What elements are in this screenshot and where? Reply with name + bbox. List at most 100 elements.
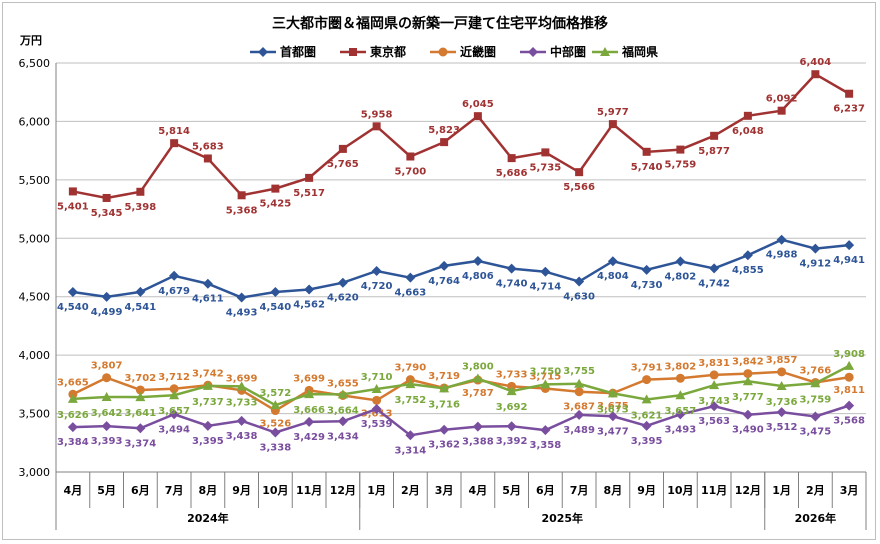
data-point [270, 400, 281, 410]
data-point [371, 384, 382, 394]
data-point [844, 360, 855, 370]
data-label: 3,657 [158, 406, 190, 417]
x-tick-label: 3月 [840, 484, 859, 497]
x-tick-label: 8月 [604, 484, 623, 497]
data-label: 5,814 [158, 126, 190, 137]
data-point [136, 187, 145, 196]
y-tick-label: 5,000 [19, 232, 51, 245]
legend-label: 近畿圏 [460, 44, 496, 59]
data-label: 5,977 [597, 107, 629, 118]
data-point [202, 278, 213, 289]
data-label: 3,699 [293, 373, 325, 384]
data-label: 3,665 [57, 377, 89, 388]
x-tick-label: 9月 [232, 484, 251, 497]
data-label: 5,823 [428, 125, 460, 136]
data-label: 3,857 [766, 355, 798, 366]
data-point [675, 409, 686, 420]
data-label: 3,687 [563, 402, 595, 413]
data-point [506, 263, 517, 274]
data-label: 3,568 [833, 416, 865, 427]
data-point [675, 373, 685, 383]
x-tick-label: 4月 [64, 484, 83, 497]
data-point [405, 272, 416, 283]
data-label: 3,755 [563, 366, 595, 377]
data-label: 3,493 [665, 424, 697, 435]
data-point [844, 400, 855, 411]
data-label: 3,490 [732, 425, 764, 436]
data-point [271, 184, 280, 193]
data-label: 4,620 [327, 293, 359, 304]
data-label: 5,398 [125, 202, 157, 213]
data-label: 4,941 [833, 255, 865, 266]
data-point [642, 147, 651, 156]
data-label: 4,679 [158, 286, 190, 297]
data-point [338, 144, 347, 153]
data-label: 3,807 [91, 361, 123, 372]
data-label: 3,777 [732, 392, 764, 403]
data-point [608, 120, 617, 129]
y-axis-ticks: 3,000 3,500 4,000 4,500 5,000 5,500 6,000 6,500 [19, 57, 51, 479]
data-label: 3,655 [327, 378, 359, 389]
data-point [371, 404, 382, 415]
data-point [810, 411, 821, 422]
data-label: 3,811 [833, 385, 865, 396]
data-point [304, 284, 315, 295]
data-label: 3,664 [327, 405, 359, 416]
data-point [102, 373, 112, 383]
data-label: 3,374 [125, 438, 157, 449]
legend-label: 中部圏 [550, 44, 586, 59]
data-point [742, 250, 753, 261]
data-point [607, 388, 618, 398]
data-label: 3,621 [631, 410, 663, 421]
y-tick-label: 5,500 [19, 174, 51, 187]
year-label: 2024年 [187, 511, 229, 525]
legend: 首都圏 東京都 近畿圏 中部圏 福岡県 [250, 44, 658, 59]
data-label: 3,563 [698, 416, 730, 427]
data-point [170, 139, 179, 148]
y-tick-label: 6,000 [19, 115, 51, 128]
legend-item: 首都圏 [250, 44, 316, 59]
data-point [169, 384, 179, 394]
data-label: 3,800 [462, 362, 494, 373]
data-point [575, 168, 584, 177]
data-point [507, 154, 516, 163]
data-label: 5,686 [496, 168, 528, 179]
data-label: 3,438 [226, 431, 258, 442]
data-label: 4,855 [732, 265, 764, 276]
data-label: 3,750 [530, 366, 562, 377]
data-label: 5,368 [226, 205, 258, 216]
data-point [236, 381, 247, 391]
data-point [844, 372, 854, 382]
data-point [743, 111, 752, 120]
series-line [72, 364, 850, 407]
x-tick-label: 2月 [806, 484, 825, 497]
data-point [641, 264, 652, 275]
data-label: 6,092 [766, 94, 798, 105]
data-label: 3,393 [91, 436, 123, 447]
data-point [642, 375, 652, 385]
data-label: 3,362 [428, 440, 460, 451]
year-label: 2025年 [541, 511, 583, 525]
data-label: 5,735 [530, 162, 562, 173]
legend-marker [438, 47, 448, 57]
year-label: 2026年 [795, 511, 837, 525]
data-label: 5,345 [91, 208, 123, 219]
data-point [102, 193, 111, 202]
legend-marker [349, 48, 357, 56]
data-point [135, 286, 146, 297]
data-point [742, 376, 753, 386]
legend-item: 福岡県 [592, 44, 658, 59]
data-label: 3,716 [428, 399, 460, 410]
data-point [270, 287, 281, 298]
data-point [371, 266, 382, 277]
data-label: 3,787 [462, 388, 494, 399]
data-point [776, 380, 787, 390]
data-point [337, 416, 348, 427]
data-label: 3,666 [293, 405, 325, 416]
data-label: 4,630 [563, 292, 595, 303]
data-point [304, 416, 315, 427]
data-point [845, 89, 854, 98]
data-label: 4,742 [698, 278, 730, 289]
data-label: 4,540 [57, 302, 89, 313]
